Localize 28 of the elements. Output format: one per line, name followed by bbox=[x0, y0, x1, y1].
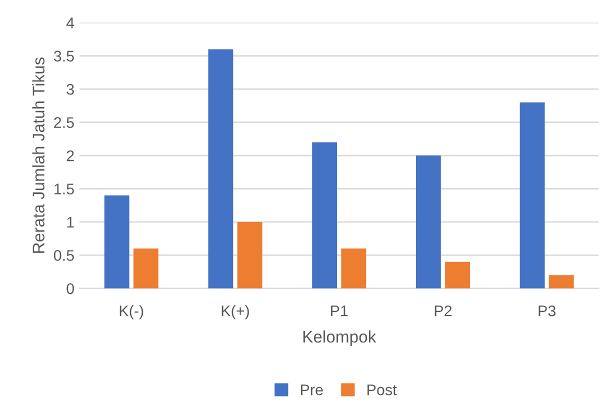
legend-label: Post bbox=[368, 384, 397, 396]
bar bbox=[104, 195, 130, 288]
bar bbox=[133, 248, 158, 288]
x-tick-label: K(+) bbox=[222, 305, 249, 320]
bar bbox=[548, 275, 574, 288]
bar bbox=[445, 262, 470, 288]
y-tick-label: 0 bbox=[66, 283, 74, 294]
y-tick-label: 3.5 bbox=[54, 50, 74, 62]
x-axis-title: Kelompok bbox=[303, 330, 376, 346]
y-tick-label: 1.5 bbox=[54, 184, 74, 194]
y-tick-label: 1 bbox=[67, 216, 74, 228]
x-tick-label: P1 bbox=[331, 306, 348, 316]
bar bbox=[237, 222, 262, 288]
bar bbox=[520, 102, 545, 288]
x-tick-label: K(-) bbox=[120, 305, 144, 320]
bar bbox=[312, 142, 338, 288]
legend-label: Pre bbox=[300, 384, 323, 396]
bar bbox=[416, 156, 441, 288]
y-tick-label: 3 bbox=[66, 84, 74, 95]
y-tick-label: 2 bbox=[66, 150, 74, 162]
y-tick-label: 4 bbox=[66, 18, 74, 28]
x-tick-label: P2 bbox=[434, 305, 452, 316]
y-tick-label: 0.5 bbox=[54, 250, 74, 261]
x-tick-label: P3 bbox=[538, 305, 556, 316]
bar bbox=[208, 49, 234, 288]
y-axis-title: Rerata Jumlah Jatuh Tikus bbox=[32, 57, 44, 253]
y-tick-label: 2.5 bbox=[54, 117, 74, 128]
bar bbox=[341, 248, 366, 288]
